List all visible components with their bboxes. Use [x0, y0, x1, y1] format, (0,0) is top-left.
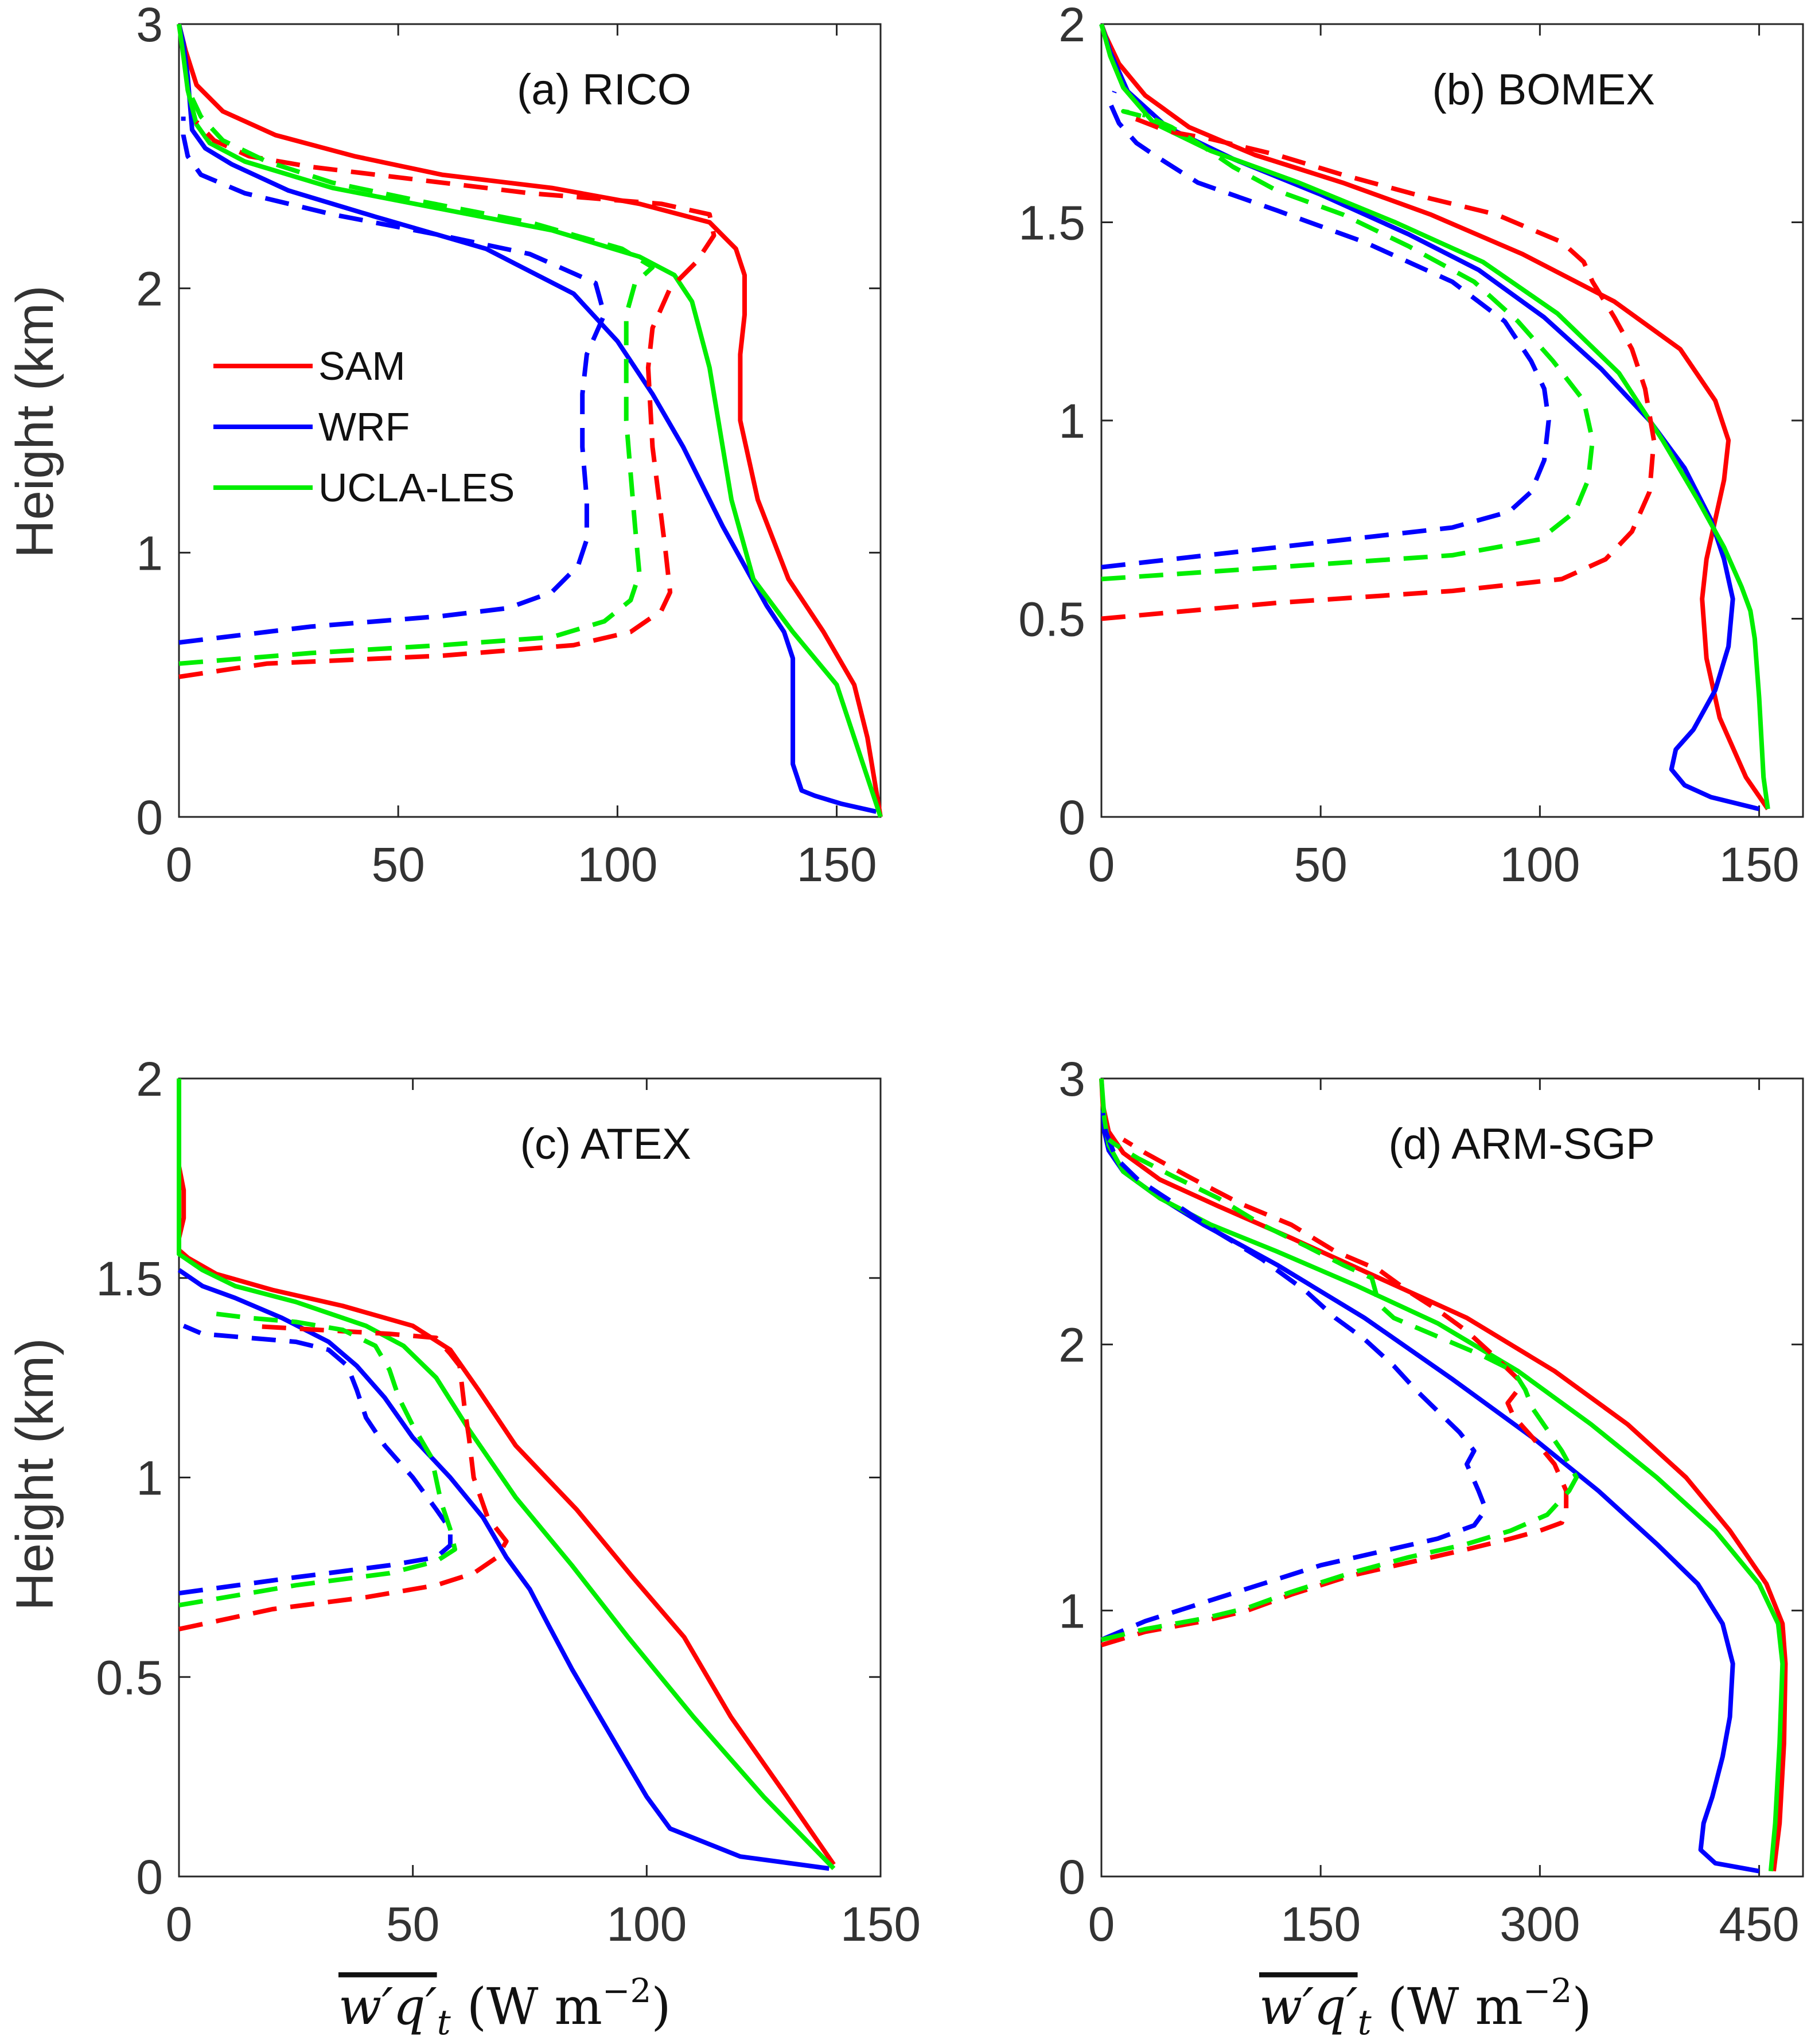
x-axis-title-c-close: ) — [651, 1977, 671, 2036]
x-tick-label-a-3: 150 — [796, 838, 877, 891]
series-line-c-5 — [178, 1323, 453, 1596]
legend-label-wrf: WRF — [318, 404, 410, 449]
series-line-a-4 — [178, 116, 607, 645]
panel-title-d: (d) ARM-SGP — [1389, 1120, 1656, 1169]
y-tick-label-a-1: 1 — [136, 526, 163, 580]
panel-title-b: (b) BOMEX — [1432, 65, 1656, 114]
axes-box-c — [178, 1077, 882, 1878]
x-tick-label-b-2: 100 — [1500, 838, 1580, 891]
panel-c: 0 50 100 150 0 0.5 1 1.5 2 (c) ATEX — [96, 1052, 921, 1951]
series-line-b-5 — [1101, 109, 1595, 582]
x-tick-label-d-3: 450 — [1719, 1897, 1799, 1951]
panel-b: 0 50 100 150 0 0.5 1 1.5 2 (b) BOMEX — [1018, 0, 1804, 891]
series-line-c-6 — [178, 1311, 457, 1608]
legend-label-ucla-les: UCLA-LES — [318, 465, 515, 510]
y-tick-label-d-3: 3 — [1058, 1052, 1085, 1106]
x-tick-label-d-1: 150 — [1280, 1897, 1361, 1951]
legend: SAM WRF UCLA-LES — [213, 344, 515, 510]
x-tick-label-a-0: 0 — [166, 838, 193, 891]
x-tick-label-a-1: 50 — [371, 838, 425, 891]
series-line-d-5 — [1101, 1138, 1579, 1642]
series-line-c-3 — [177, 1079, 836, 1870]
series-line-d-4 — [1100, 1112, 1489, 1642]
x-tick-label-b-0: 0 — [1088, 838, 1115, 891]
y-axis-title-top: Height (km) — [6, 285, 64, 558]
axes-box-d — [1100, 1077, 1804, 1878]
series-line-c-2 — [177, 1268, 829, 1871]
x-tick-label-b-1: 50 — [1294, 838, 1347, 891]
x-axis-titles: w′q′t (W m−2) w′q′t (W m−2) — [338, 1971, 1592, 2043]
y-tick-label-b-2: 1 — [1058, 394, 1085, 448]
y-tick-label-c-4: 2 — [136, 1052, 163, 1106]
axes-box-b — [1100, 23, 1804, 818]
legend-label-sam: SAM — [318, 344, 406, 388]
y-axis-titles: Height (km) Height (km) — [6, 285, 64, 1610]
x-tick-label-d-2: 300 — [1500, 1897, 1580, 1951]
x-axis-title-d-units: (W m — [1372, 1977, 1523, 2036]
x-axis-title-c-units: (W m — [451, 1977, 602, 2036]
y-tick-label-c-1: 0.5 — [96, 1650, 163, 1704]
series-line-a-3 — [178, 120, 716, 679]
x-axis-title-d: w′q′t (W m−2) — [1259, 1971, 1592, 2043]
series-line-b-4 — [1101, 91, 1551, 570]
y-tick-label-b-1: 0.5 — [1018, 593, 1085, 647]
x-tick-label-b-3: 150 — [1719, 838, 1799, 891]
y-tick-label-c-0: 0 — [136, 1850, 163, 1904]
panel-title-c: (c) ATEX — [520, 1120, 691, 1169]
x-tick-label-c-3: 150 — [840, 1897, 921, 1951]
panel-title-a: (a) RICO — [517, 65, 691, 114]
y-tick-label-c-2: 1 — [136, 1451, 163, 1505]
y-tick-label-b-4: 2 — [1058, 0, 1085, 52]
series-line-a-5 — [178, 97, 655, 666]
y-tick-label-d-2: 2 — [1058, 1318, 1085, 1372]
series-line-d-2 — [1099, 1078, 1785, 1872]
series-line-d-3 — [1100, 1138, 1569, 1648]
series-line-b-2 — [1099, 23, 1770, 809]
x-axis-title-c-sub: t — [437, 2003, 451, 2043]
y-tick-label-c-3: 1.5 — [96, 1252, 163, 1306]
x-axis-title-c-exp: −2 — [602, 1971, 652, 2010]
series-line-a-0 — [177, 24, 883, 817]
series-line-a-2 — [177, 24, 883, 818]
series-line-c-4 — [178, 1323, 509, 1632]
panel-a: 0 50 100 150 0 1 2 3 (a) RICO — [136, 0, 883, 891]
series-line-b-0 — [1099, 23, 1770, 811]
x-tick-label-c-1: 50 — [386, 1897, 439, 1951]
x-tick-label-a-2: 100 — [577, 838, 657, 891]
y-tick-label-b-3: 1.5 — [1018, 196, 1085, 250]
x-tick-label-d-0: 0 — [1088, 1897, 1115, 1951]
y-axis-title-bottom: Height (km) — [6, 1338, 64, 1610]
panel-d: 0 150 300 450 0 1 2 3 (d) ARM-SGP — [1058, 1052, 1804, 1951]
x-axis-title-d-exp: −2 — [1523, 1971, 1572, 2010]
y-tick-label-a-3: 3 — [136, 0, 163, 52]
x-axis-title-d-close: ) — [1572, 1977, 1591, 2036]
y-tick-label-b-0: 0 — [1058, 791, 1085, 844]
series-line-b-1 — [1099, 23, 1760, 812]
series-line-d-0 — [1099, 1078, 1788, 1872]
series-line-c-1 — [177, 1248, 836, 1866]
x-axis-title-d-sub: t — [1358, 2003, 1372, 2043]
x-axis-title-c: w′q′t (W m−2) — [338, 1971, 671, 2043]
x-tick-label-c-0: 0 — [166, 1897, 193, 1951]
y-tick-label-d-1: 1 — [1058, 1584, 1085, 1638]
y-tick-label-d-0: 0 — [1058, 1850, 1085, 1904]
y-tick-label-a-0: 0 — [136, 791, 163, 844]
y-tick-label-a-2: 2 — [136, 262, 163, 316]
series-line-a-1 — [177, 24, 877, 814]
x-axis-title-c-var: w′q′ — [338, 1977, 437, 2036]
x-axis-title-d-var: w′q′ — [1259, 1977, 1358, 2036]
x-tick-label-c-2: 100 — [606, 1897, 687, 1951]
axes-box-a — [178, 23, 882, 818]
